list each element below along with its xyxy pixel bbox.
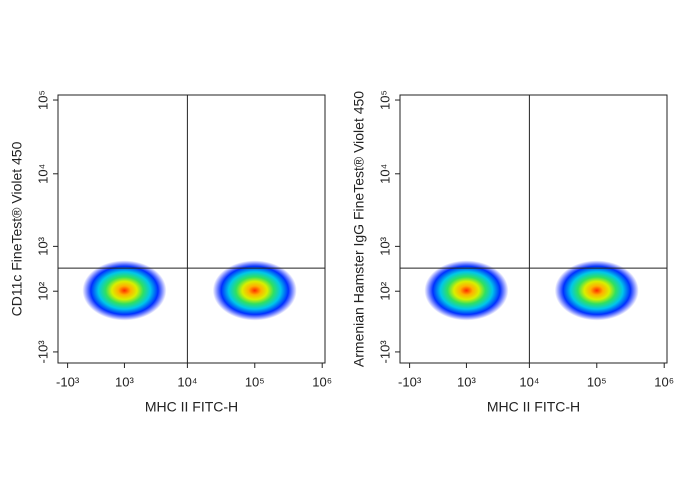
populations: [424, 260, 639, 321]
plot-area: [424, 260, 639, 321]
y-axis-label: CD11c FineTest® Violet 450: [9, 141, 25, 316]
frame: [399, 94, 668, 364]
density-cloud: [554, 260, 639, 321]
y-tick-label: 10²: [377, 281, 392, 300]
y-tick-label: -10³: [377, 340, 392, 364]
y-tick-label: 10²: [35, 281, 50, 300]
density-cloud: [424, 260, 509, 321]
x-axis-label: MHC II FITC-H: [145, 399, 238, 415]
y-tick-label: 10³: [35, 236, 50, 255]
x-tick-label: -10³: [398, 374, 422, 389]
x-tick-label: -10³: [56, 374, 80, 389]
x-tick-label: 10³: [457, 374, 476, 389]
y-axis-label: Armenian Hamster IgG FineTest® Violet 45…: [351, 91, 367, 367]
frame: [57, 94, 326, 364]
populations: [82, 260, 297, 321]
density-cloud: [212, 260, 297, 321]
x-tick-label: 10³: [115, 374, 134, 389]
x-tick-label: 10⁶: [654, 374, 674, 389]
x-tick-label: 10⁵: [587, 374, 607, 389]
y-tick-label: -10³: [35, 340, 50, 364]
y-tick-label: 10⁵: [35, 90, 50, 110]
x-tick-label: 10⁴: [177, 374, 197, 389]
x-tick-label: 10⁴: [519, 374, 539, 389]
y-tick-label: 10³: [377, 236, 392, 255]
x-axis-label: MHC II FITC-H: [487, 399, 580, 415]
y-tick-label: 10⁵: [377, 90, 392, 110]
x-tick-label: 10⁶: [312, 374, 332, 389]
density-cloud: [82, 260, 167, 321]
plot-area: [82, 260, 297, 321]
y-tick-label: 10⁴: [35, 164, 50, 184]
x-tick-label: 10⁵: [245, 374, 265, 389]
y-tick-label: 10⁴: [377, 164, 392, 184]
